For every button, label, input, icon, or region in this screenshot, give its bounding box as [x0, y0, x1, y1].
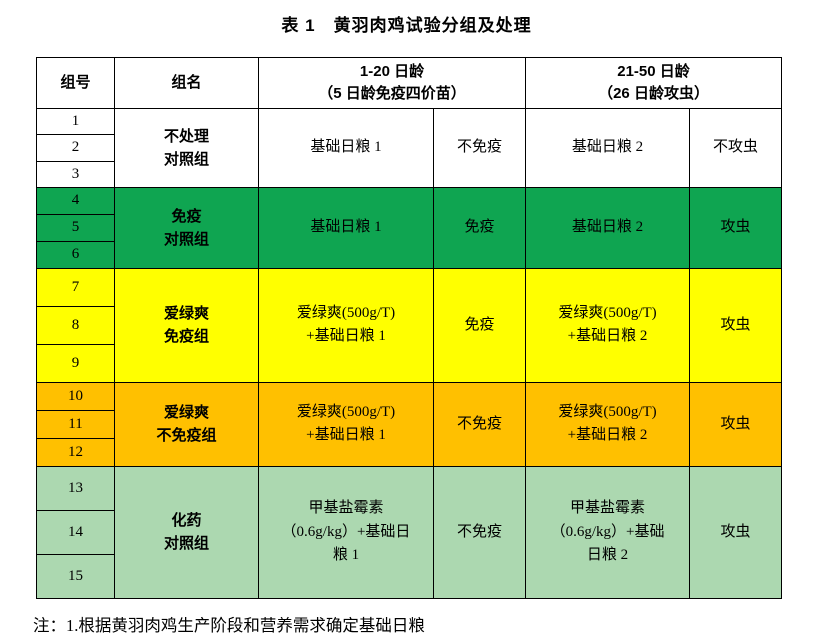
group-number-cell: 9: [36, 343, 115, 383]
table-title: 表 1 黄羽肉鸡试验分组及处理: [281, 16, 532, 35]
group-number-cell: 6: [36, 240, 115, 269]
diet-phase2-cell: 基础日粮 2: [525, 108, 691, 188]
table-row: 8: [36, 305, 782, 345]
group-name-cell: 爱绿爽 不免疫组: [114, 381, 259, 467]
table-row: 5: [36, 213, 782, 242]
group-number-cell: 13: [36, 465, 115, 511]
immunization-cell: 不免疫: [432, 108, 527, 188]
group-number-cell: 5: [36, 213, 115, 242]
group-number-cell: 12: [36, 437, 115, 467]
header-group-no: 组号: [36, 57, 115, 109]
table-row: 6: [36, 240, 782, 269]
table-row: 1 不处理 对照组 基础日粮 1 不免疫 基础日粮 2 不攻虫: [36, 107, 783, 188]
trial-grouping-table: 组号 组名 1-20 日龄 （5 日龄免疫四价苗） 21-50 日龄 （26 日…: [36, 57, 783, 599]
table-row: 12: [36, 437, 782, 467]
group-name-cell: 爱绿爽 免疫组: [114, 267, 259, 383]
table-row: 11: [36, 409, 782, 439]
table-row: 13 化药 对照组 甲基盐霉素 （0.6g/kg）+基础日 粮 1 不免疫 甲基…: [36, 465, 783, 599]
diet-phase2-cell: 爱绿爽(500g/T) +基础日粮 2: [525, 267, 691, 383]
challenge-cell: 不攻虫: [689, 108, 783, 188]
group-name-cell: 免疫 对照组: [114, 186, 259, 269]
group-number-cell: 11: [36, 409, 115, 439]
table-row: 9: [36, 343, 782, 383]
diet-phase1-cell: 爱绿爽(500g/T) +基础日粮 1: [258, 381, 434, 467]
group-number-cell: 4: [36, 186, 115, 215]
diet-phase1-cell: 甲基盐霉素 （0.6g/kg）+基础日 粮 1: [258, 465, 434, 599]
diet-phase2-cell: 基础日粮 2: [525, 186, 691, 269]
group-name-cell: 化药 对照组: [114, 465, 259, 599]
header-phase2: 21-50 日龄 （26 日龄攻虫）: [525, 57, 783, 109]
table-row: 15: [36, 553, 782, 599]
group-number-cell: 1: [36, 107, 115, 136]
table-row: 2: [36, 134, 782, 162]
immunization-cell: 免疫: [432, 186, 527, 269]
group-number-cell: 15: [36, 553, 115, 599]
table-row: 10 爱绿爽 不免疫组 爱绿爽(500g/T) +基础日粮 1 不免疫 爱绿爽(…: [36, 381, 783, 467]
table-footnote: 注：1.根据黄羽肉鸡生产阶段和营养需求确定基础日粮: [33, 615, 425, 635]
diet-phase1-cell: 基础日粮 1: [258, 108, 434, 188]
group-number-cell: 8: [36, 305, 115, 345]
challenge-cell: 攻虫: [689, 465, 783, 599]
immunization-cell: 不免疫: [432, 381, 527, 467]
group-number-cell: 14: [36, 509, 115, 555]
table-row: 14: [36, 509, 782, 555]
diet-phase1-cell: 爱绿爽(500g/T) +基础日粮 1: [258, 267, 434, 383]
header-group-name: 组名: [114, 57, 259, 109]
group-number-cell: 10: [36, 381, 115, 411]
group-number-cell: 2: [36, 134, 115, 162]
header-phase1: 1-20 日龄 （5 日龄免疫四价苗）: [257, 57, 527, 109]
diet-phase2-cell: 甲基盐霉素 （0.6g/kg）+基础 日粮 2: [525, 465, 691, 599]
table-row: 7 爱绿爽 免疫组 爱绿爽(500g/T) +基础日粮 1 免疫 爱绿爽(500…: [36, 267, 783, 383]
diet-phase2-cell: 爱绿爽(500g/T) +基础日粮 2: [525, 381, 691, 467]
group-number-cell: 7: [36, 267, 115, 307]
challenge-cell: 攻虫: [689, 381, 783, 467]
group-name-cell: 不处理 对照组: [114, 108, 259, 188]
header-row: 组号 组名 1-20 日龄 （5 日龄免疫四价苗） 21-50 日龄 （26 日…: [36, 57, 783, 109]
table-row: 3: [36, 160, 782, 188]
table-row: 4 免疫 对照组 基础日粮 1 免疫 基础日粮 2 攻虫: [36, 186, 783, 269]
challenge-cell: 攻虫: [689, 267, 783, 383]
group-number-cell: 3: [36, 160, 115, 188]
diet-phase1-cell: 基础日粮 1: [258, 186, 434, 269]
immunization-cell: 不免疫: [432, 465, 527, 599]
challenge-cell: 攻虫: [689, 186, 783, 269]
immunization-cell: 免疫: [432, 267, 527, 383]
